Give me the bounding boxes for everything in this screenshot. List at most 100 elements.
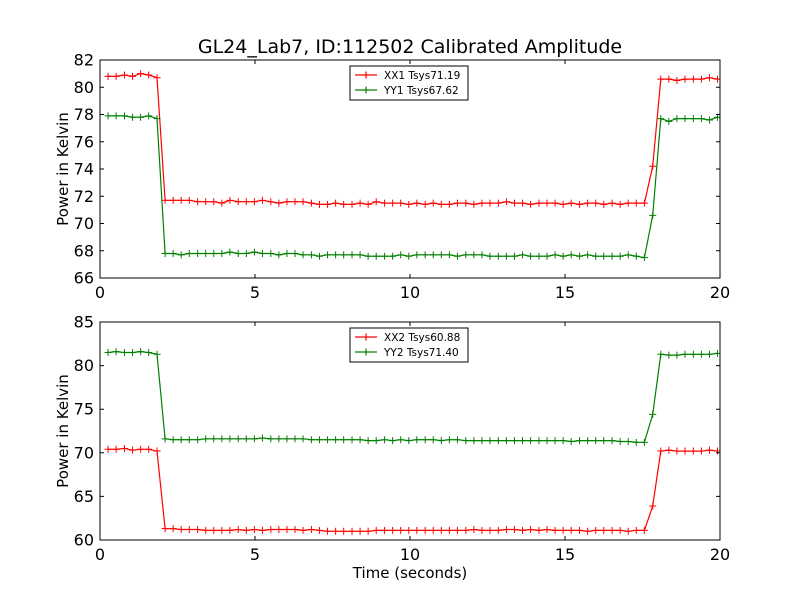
chart2-x-tick-label: 20 [710,545,730,564]
chart1-series-1-point [364,200,372,208]
chart2-series-2-point [381,436,389,444]
chart1-series-1-point [453,199,461,207]
chart2-series-2-point [494,437,502,445]
chart1-y-tick-label: 68 [74,241,94,260]
chart2-series-1-point [129,446,137,454]
chart2-series-1-point [202,526,210,534]
chart1-series-1-point [429,199,437,207]
chart1-series-2-point [356,251,364,259]
chart2-series-2-point [502,437,510,445]
chart2-series-2-point [389,437,397,445]
chart1-series-1-point [258,196,266,204]
chart2-series-2-point [478,437,486,445]
chart1-series-1-point [600,200,608,208]
chart1-series-1-point [372,198,380,206]
chart1-series-2-point [543,252,551,260]
chart1-series-2-point [462,251,470,259]
chart2-series-2-point [470,437,478,445]
chart2-series-1-point [210,526,218,534]
chart1-series-2-point [421,251,429,259]
chart1-series-1-point [405,200,413,208]
chart2-series-1-point [624,527,632,535]
chart1-series-2-point [527,252,535,260]
chart1-series-2-point [202,249,210,257]
chart1-series-1-point [478,199,486,207]
chart1-series-1-point [291,198,299,206]
chart2-series-2-point [202,435,210,443]
chart2-y-tick-label: 65 [74,487,94,506]
chart1-series-1-point [397,199,405,207]
chart2-series-1-point [258,526,266,534]
chart1-series-1-point [470,200,478,208]
chart1-series-1-point [202,198,210,206]
chart1-series-2-point [413,251,421,259]
chart1-series-2-point [250,248,258,256]
chart1-series-1-point [649,162,657,170]
chart1-x-tick-label: 0 [95,283,105,302]
chart1-series-1-point [356,199,364,207]
chart2-series-2-point [315,436,323,444]
chart1-series-2-point [283,249,291,257]
chart1-series-2-point [453,252,461,260]
chart1-series-1-point [527,200,535,208]
chart2-series-1-point [169,525,177,533]
chart1-series-1-point [657,75,665,83]
chart2-series-1-point [697,447,705,455]
chart2-series-2-point [161,435,169,443]
chart2-series-1-point [673,447,681,455]
chart1-series-2-point [584,251,592,259]
chart1-series-2-point [185,249,193,257]
chart2-y-tick-label: 70 [74,443,94,462]
chart1-series-2-point [161,249,169,257]
chart1-x-tick-label: 15 [555,283,575,302]
chart1-legend-label-1: XX1 Tsys71.19 [384,70,460,82]
chart1-series-1-point [437,200,445,208]
chart2-series-1-point [559,526,567,534]
chart1-series-2-point [324,251,332,259]
chart1-series-2-point [551,251,559,259]
chart2-series-1-point [381,526,389,534]
chart2-series-2-point [250,435,258,443]
chart1-series-2-point [649,211,657,219]
chart1-series-1-point [348,200,356,208]
chart2-series-2-point [275,435,283,443]
chart1-series-1 [104,70,720,208]
chart1-series-1-point [697,75,705,83]
chart2-series-1-point [592,526,600,534]
chart1-series-1-point [576,200,584,208]
chart2-series-1-point [494,526,502,534]
chart2-series-2-point [267,435,275,443]
chart2-series-2-point [592,437,600,445]
chart2-series-2-point [283,435,291,443]
chart1-series-2-point [169,249,177,257]
chart1-series-2-point [681,115,689,123]
chart1-series-1-point [592,199,600,207]
chart1-series-2-point [210,249,218,257]
chart1-series-1-point [218,199,226,207]
chart2-series-1-point [657,447,665,455]
chart1-series-1-point [624,199,632,207]
chart2-series-2-point [640,438,648,446]
chart1-series-1-point [226,196,234,204]
chart1-series-1-point [104,72,112,80]
chart2-series-2-point [348,436,356,444]
chart2-series-1-point [421,526,429,534]
chart1-series-2-point [632,252,640,260]
chart1-series-1-point [283,198,291,206]
chart2-series-1-point [153,447,161,455]
chart2-series-2-point [210,435,218,443]
chart2-series-1-point [413,526,421,534]
chart2-series-2-point [405,437,413,445]
chart1-series-2-point [429,251,437,259]
chart1-series-1-point [445,200,453,208]
chart2-series-1-point [315,526,323,534]
chart2-series-2-point [453,436,461,444]
chart1-series-1-point [486,199,494,207]
chart1-series-1-point [413,199,421,207]
chart2-series-2-point [299,435,307,443]
chart2-legend-label-1: XX2 Tsys60.88 [384,332,460,344]
chart2-series-1-point [372,526,380,534]
chart2-series-2-point [120,349,128,357]
chart1-series-2-point [258,249,266,257]
chart1-series-1-point [535,199,543,207]
